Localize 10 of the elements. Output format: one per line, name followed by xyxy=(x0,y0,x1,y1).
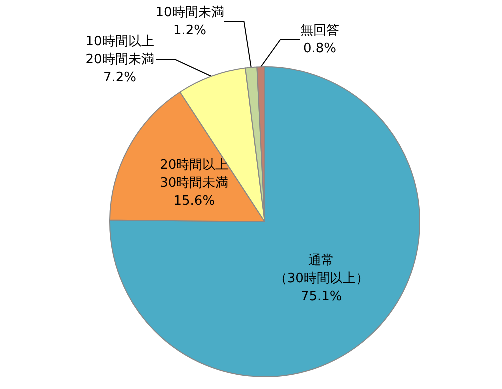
data-label: 7.2% xyxy=(103,70,137,86)
slice-label: 10時間以上20時間未満 xyxy=(86,34,154,68)
data-label: 1.2% xyxy=(173,24,207,38)
data-label: 15.6% xyxy=(174,194,216,209)
slice-label: 通常（30時間以上） xyxy=(274,254,369,287)
slice-label: 無回答 xyxy=(300,24,340,38)
data-label: 75.1% xyxy=(300,290,342,305)
slice-label: 20時間以上30時間未満 xyxy=(160,158,229,191)
slice-label: 10時間未満 xyxy=(156,6,224,20)
data-label: 0.8% xyxy=(303,42,337,56)
